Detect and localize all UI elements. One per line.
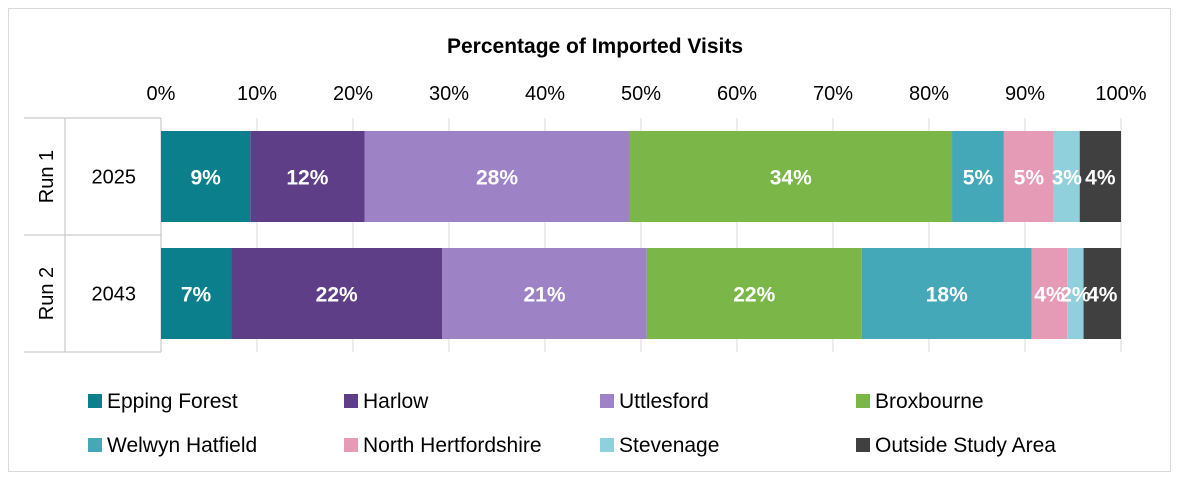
data-label: 3% <box>1052 167 1083 190</box>
x-tick-label: 50% <box>621 83 661 105</box>
bar-segment <box>952 131 1004 222</box>
legend-label: Outside Study Area <box>875 434 1056 457</box>
legend-label: Stevenage <box>619 434 719 457</box>
data-label: 9% <box>190 167 221 190</box>
x-tick-label: 90% <box>1005 83 1045 105</box>
data-label: 28% <box>476 167 518 190</box>
legend-label: Uttlesford <box>619 390 709 413</box>
category-label: 2043 <box>92 284 137 306</box>
data-label: 2% <box>1060 284 1091 307</box>
data-label: 12% <box>286 167 328 190</box>
chart-frame <box>8 8 1171 472</box>
data-label: 34% <box>770 167 812 190</box>
legend-swatch <box>344 438 358 452</box>
bar-segment <box>1031 248 1068 339</box>
bar-segment <box>442 248 647 339</box>
legend-swatch <box>344 394 358 408</box>
x-axis-ticks: 0% 10% 20% 30% 40% 50% 60% 70% 80% 90% 100% <box>147 83 1147 105</box>
legend-swatch <box>856 394 870 408</box>
legend-label: Epping Forest <box>107 390 238 413</box>
bar-segment <box>161 248 232 339</box>
x-tick-label: 10% <box>237 83 277 105</box>
data-labels: 9% 12% 28% 34% 5% 5% 3% 4%7% 22% 21% 22% 18% 4%2%4% <box>181 167 1118 307</box>
data-label: 5% <box>1014 167 1045 190</box>
legend-label: Welwyn Hatfield <box>107 434 257 457</box>
legend: Epping Forest Harlow Uttlesford Broxbourne W… <box>88 390 1056 457</box>
legend-swatch <box>88 438 102 452</box>
legend-label: Broxbourne <box>875 390 984 413</box>
x-tick-label: 80% <box>909 83 949 105</box>
data-label: 4% <box>1087 284 1118 307</box>
category-label: 2025 <box>92 167 137 189</box>
data-label: 7% <box>181 284 212 307</box>
bar-segment <box>629 131 953 222</box>
x-tick-label: 60% <box>717 83 757 105</box>
bar-segment <box>1067 248 1084 339</box>
data-label: 21% <box>524 284 566 307</box>
legend-swatch <box>856 438 870 452</box>
bar-segment <box>646 248 862 339</box>
data-label: 4% <box>1034 284 1065 307</box>
group-label: Run 1 <box>36 150 58 203</box>
legend-label: Harlow <box>363 390 429 413</box>
bar-segment <box>1003 131 1054 222</box>
x-tick-label: 40% <box>525 83 565 105</box>
category-axis: Run 1 2025 Run 2 2043 <box>24 117 162 353</box>
x-tick-label: 20% <box>333 83 373 105</box>
legend-swatch <box>600 438 614 452</box>
legend-label: North Hertfordshire <box>363 434 542 457</box>
bars <box>161 131 1121 339</box>
legend-swatch <box>600 394 614 408</box>
legend-swatch <box>88 394 102 408</box>
x-tick-label: 100% <box>1095 83 1146 105</box>
bar-segment <box>861 248 1032 339</box>
data-label: 5% <box>963 167 994 190</box>
bar-segment <box>1053 131 1080 222</box>
data-label: 22% <box>316 284 358 307</box>
bar-segment <box>1083 248 1121 339</box>
group-label: Run 2 <box>36 267 58 320</box>
chart-title: Percentage of Imported Visits <box>447 35 743 58</box>
x-tick-label: 0% <box>147 83 176 105</box>
bar-segment <box>231 248 443 339</box>
bar-segment <box>250 131 365 222</box>
data-label: 22% <box>733 284 775 307</box>
bar-segment <box>161 131 251 222</box>
x-tick-label: 30% <box>429 83 469 105</box>
data-label: 4% <box>1085 167 1116 190</box>
data-label: 18% <box>926 284 968 307</box>
bar-segment <box>1079 131 1121 222</box>
x-tick-label: 70% <box>813 83 853 105</box>
bar-segment <box>364 131 630 222</box>
